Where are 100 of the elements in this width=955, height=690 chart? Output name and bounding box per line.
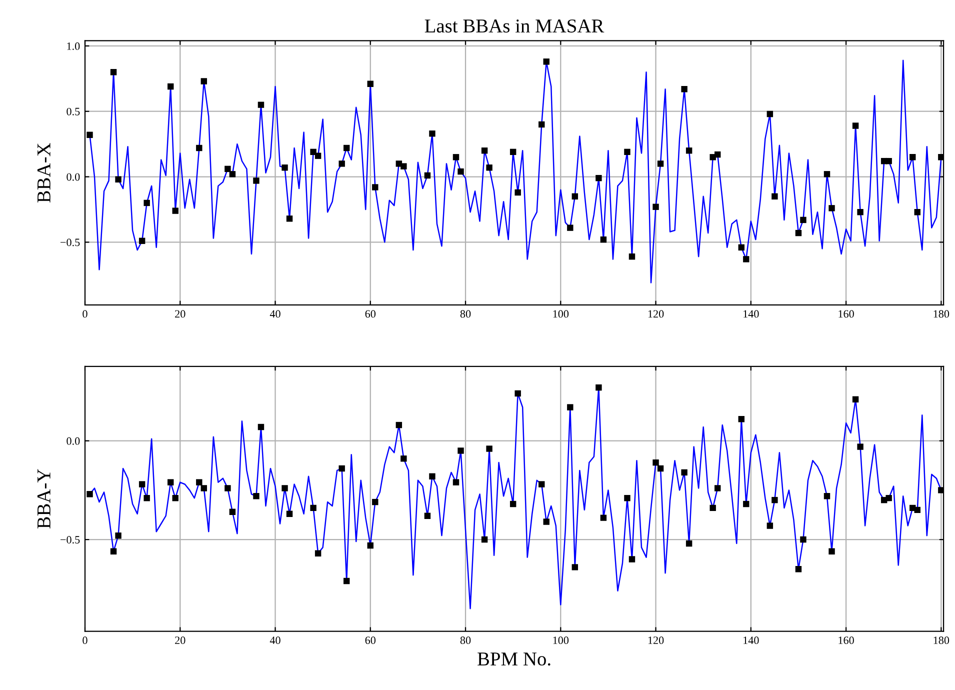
point xyxy=(795,230,802,236)
y-tick-label: 0.0 xyxy=(66,173,80,181)
point xyxy=(115,176,122,182)
point xyxy=(229,171,236,178)
x-tick-label: 100 xyxy=(553,636,569,644)
x-tick-label: 180 xyxy=(934,636,950,644)
x-tick-label: 140 xyxy=(744,310,759,318)
point xyxy=(710,504,716,512)
x-tick-label: 20 xyxy=(175,310,186,318)
point xyxy=(372,184,378,190)
x-tick-label: 60 xyxy=(365,636,376,644)
point xyxy=(857,444,864,450)
point xyxy=(481,148,488,154)
point xyxy=(681,86,688,92)
point xyxy=(714,151,721,158)
point xyxy=(253,178,260,184)
point xyxy=(424,172,431,179)
point xyxy=(258,102,264,108)
point xyxy=(338,465,345,472)
point xyxy=(538,481,545,488)
point xyxy=(286,510,293,517)
point xyxy=(910,154,916,160)
point xyxy=(486,164,492,171)
point xyxy=(824,171,830,178)
point xyxy=(743,500,750,508)
y-tick-label: 1.0 xyxy=(67,42,80,50)
point xyxy=(686,148,692,154)
point xyxy=(510,500,516,508)
point xyxy=(857,208,864,216)
point xyxy=(110,548,117,554)
point xyxy=(343,144,350,152)
point xyxy=(115,532,122,539)
point xyxy=(172,208,178,214)
point xyxy=(144,200,150,206)
x-tick-label: 20 xyxy=(175,636,186,644)
point xyxy=(852,396,859,402)
point xyxy=(258,424,264,430)
x-tick-label: 160 xyxy=(838,310,854,318)
x-tick-label: 40 xyxy=(270,310,280,318)
point xyxy=(914,208,920,216)
point xyxy=(224,166,231,172)
point xyxy=(424,512,431,519)
point xyxy=(286,216,293,222)
point xyxy=(429,130,436,137)
x-tick-label: 80 xyxy=(460,310,471,318)
point xyxy=(800,216,806,224)
y-tick-label: 0.5 xyxy=(66,108,80,116)
point xyxy=(396,422,402,428)
point xyxy=(452,479,460,486)
point xyxy=(138,481,146,488)
point xyxy=(367,80,374,87)
point xyxy=(310,504,316,512)
point xyxy=(652,459,659,466)
x-axis-title: BPM No. xyxy=(478,652,550,666)
point xyxy=(543,518,550,525)
point xyxy=(196,479,202,486)
point xyxy=(200,78,208,84)
point xyxy=(795,566,802,572)
x-tick-label: 0 xyxy=(82,310,88,318)
y-axis-title: BBA-X xyxy=(37,142,50,203)
point xyxy=(338,160,345,167)
point xyxy=(772,193,778,200)
point xyxy=(168,479,174,486)
point xyxy=(628,253,636,260)
point xyxy=(824,493,830,500)
point xyxy=(766,522,774,529)
point xyxy=(314,550,322,556)
x-tick-label: 160 xyxy=(838,636,854,644)
x-tick-label: 140 xyxy=(744,636,759,644)
point xyxy=(400,455,407,462)
point xyxy=(652,204,659,210)
point xyxy=(766,110,774,118)
y-tick-label: 0.0 xyxy=(66,437,80,445)
point xyxy=(168,83,174,90)
point xyxy=(657,465,664,472)
point xyxy=(600,514,607,521)
point xyxy=(543,58,550,65)
point xyxy=(310,148,316,156)
point xyxy=(738,244,744,251)
point xyxy=(800,536,806,543)
point xyxy=(567,224,574,231)
x-tick-label: 120 xyxy=(648,310,664,318)
x-tick-label: 120 xyxy=(648,636,664,644)
point xyxy=(458,448,464,454)
point xyxy=(886,158,892,164)
x-tick-label: 40 xyxy=(270,636,280,644)
point xyxy=(400,163,407,170)
point xyxy=(624,494,630,502)
point xyxy=(514,390,521,397)
point xyxy=(481,536,488,543)
point xyxy=(572,193,578,200)
y-tick-label: −0.5 xyxy=(60,238,80,246)
chart-title: Last BBAs in MASAR xyxy=(424,20,604,33)
point xyxy=(743,256,750,262)
point xyxy=(628,556,636,562)
point xyxy=(486,446,492,452)
point xyxy=(458,168,464,175)
point xyxy=(886,494,892,502)
y-tick-label: −0.5 xyxy=(60,536,80,544)
x-tick-label: 0 xyxy=(82,636,88,644)
